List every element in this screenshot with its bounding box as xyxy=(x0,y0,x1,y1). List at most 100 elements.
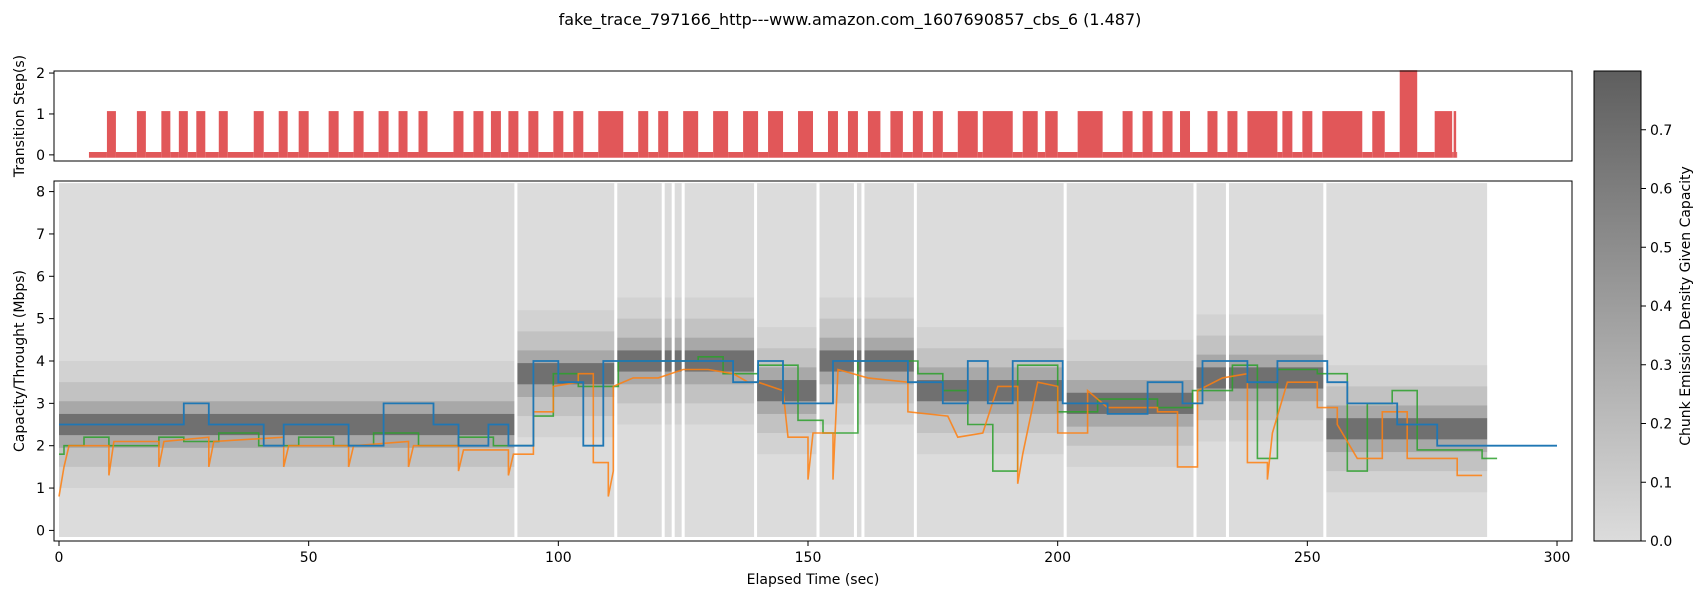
transition-step-bar xyxy=(783,152,799,158)
transition-step-bar xyxy=(508,111,519,158)
transition-step-bar xyxy=(583,152,599,158)
transition-step-bar xyxy=(528,111,539,158)
colorbar-tick-label: 0.0 xyxy=(1650,534,1672,550)
x-tick-label: 100 xyxy=(545,550,572,566)
transition-step-bar xyxy=(847,111,858,158)
transition-step-bar xyxy=(115,152,137,158)
main-y-tick-label: 4 xyxy=(36,354,45,370)
transition-step-bar xyxy=(538,152,554,158)
transition-step-bar xyxy=(500,152,509,158)
transition-step-bar xyxy=(328,111,339,158)
transition-step-bar xyxy=(1312,152,1323,158)
transition-step-bar xyxy=(388,152,399,158)
transition-step-bar xyxy=(942,152,958,158)
transition-step-bar xyxy=(912,111,923,158)
transition-step-bar xyxy=(922,152,933,158)
transition-step-bar xyxy=(623,152,639,158)
transition-step-bar xyxy=(298,111,309,158)
transition-step-bar xyxy=(658,111,669,158)
main-y-tick-label: 5 xyxy=(36,312,45,328)
transition-step-bar xyxy=(205,152,219,158)
x-axis-label: Elapsed Time (sec) xyxy=(747,572,880,588)
transition-step-bar xyxy=(473,111,484,158)
transition-step-bar xyxy=(902,152,913,158)
transition-step-bar xyxy=(827,111,838,158)
colorbar-ticks: 0.0 0.1 0.2 0.3 0.4 0.5 0.6 0.7 xyxy=(1641,123,1672,550)
throughput-lines xyxy=(58,356,1557,497)
transition-step-bar xyxy=(1227,111,1238,158)
transition-step-bar xyxy=(1022,111,1038,158)
transition-step-bar xyxy=(1152,152,1163,158)
top-y-tick-label: 1 xyxy=(36,107,45,123)
transition-step-bar xyxy=(407,152,419,158)
transition-step-bar xyxy=(308,152,329,158)
transition-step-bar xyxy=(867,111,881,158)
main-y-tick-label: 1 xyxy=(36,481,45,497)
transition-step-bar xyxy=(1277,152,1283,158)
density-gap xyxy=(661,183,665,537)
series-line-0 xyxy=(59,360,1557,447)
x-tick-label: 50 xyxy=(300,550,318,566)
transition-step-bar xyxy=(218,111,228,158)
transition-step-bar xyxy=(957,111,978,158)
transition-step-bar xyxy=(1162,111,1173,158)
transition-step-bar xyxy=(1247,111,1278,158)
transition-step-bar xyxy=(1434,111,1453,158)
transition-step-bar xyxy=(1102,152,1123,158)
density-gap xyxy=(853,183,857,537)
x-tick-label: 0 xyxy=(55,550,64,566)
transition-step-bar xyxy=(1417,152,1435,158)
density-band-dark xyxy=(915,380,1066,402)
transition-step-bar xyxy=(932,111,943,158)
transition-step-bar xyxy=(1452,152,1454,158)
colorbar-label: Chunk Emission Density Given Capacity xyxy=(1678,166,1694,446)
transition-step-bar xyxy=(353,111,364,158)
transition-step-bar xyxy=(1456,152,1458,158)
density-background xyxy=(58,183,1488,537)
transition-step-bar xyxy=(1172,152,1181,158)
transition-step-bar xyxy=(1132,152,1143,158)
transition-step-bar xyxy=(518,152,529,158)
transition-step-bar xyxy=(187,152,197,158)
density-gap xyxy=(671,183,675,537)
colorbar-tick-label: 0.3 xyxy=(1650,358,1672,374)
colorbar-tick-label: 0.1 xyxy=(1650,475,1672,491)
transition-step-bar xyxy=(553,111,564,158)
transition-step-bar xyxy=(136,111,146,158)
transition-step-bar xyxy=(106,111,116,158)
transition-step-bar xyxy=(398,111,408,158)
colorbar-tick-label: 0.6 xyxy=(1650,182,1672,198)
transition-step-bar xyxy=(1302,111,1313,158)
transition-step-bar xyxy=(813,152,828,158)
density-band-dark xyxy=(1324,418,1488,440)
series-line-2 xyxy=(58,368,1483,497)
colorbar-tick-label: 0.4 xyxy=(1650,299,1672,315)
transition-step-bars xyxy=(88,70,1458,158)
transition-step-bar xyxy=(453,111,464,158)
transition-step-bar xyxy=(161,111,171,158)
transition-step-bar xyxy=(196,111,206,158)
density-band-dark xyxy=(755,380,818,402)
colorbar-tick-label: 0.2 xyxy=(1650,417,1672,433)
transition-step-bar xyxy=(798,111,813,158)
transition-step-bar xyxy=(253,111,264,158)
transition-step-bar xyxy=(463,152,474,158)
transition-step-bar xyxy=(490,111,501,158)
transition-step-bar xyxy=(698,152,714,158)
main-y-tick-label: 3 xyxy=(36,396,45,412)
transition-step-bar xyxy=(1384,152,1400,158)
density-gap xyxy=(681,183,685,537)
transition-step-bar xyxy=(1292,152,1303,158)
transition-step-bar xyxy=(977,152,983,158)
top-y-tick-label: 0 xyxy=(36,148,45,164)
transition-step-bar xyxy=(145,152,162,158)
transition-step-bar xyxy=(378,111,389,158)
transition-step-bar xyxy=(1037,152,1046,158)
top-y-axis-label: Transition Step(s) xyxy=(12,55,28,178)
main-y-axis-label: Capacity/Throught (Mbps) xyxy=(12,270,28,452)
transition-step-bar xyxy=(1057,152,1078,158)
transition-step-bar xyxy=(278,111,288,158)
transition-step-bar xyxy=(857,152,868,158)
